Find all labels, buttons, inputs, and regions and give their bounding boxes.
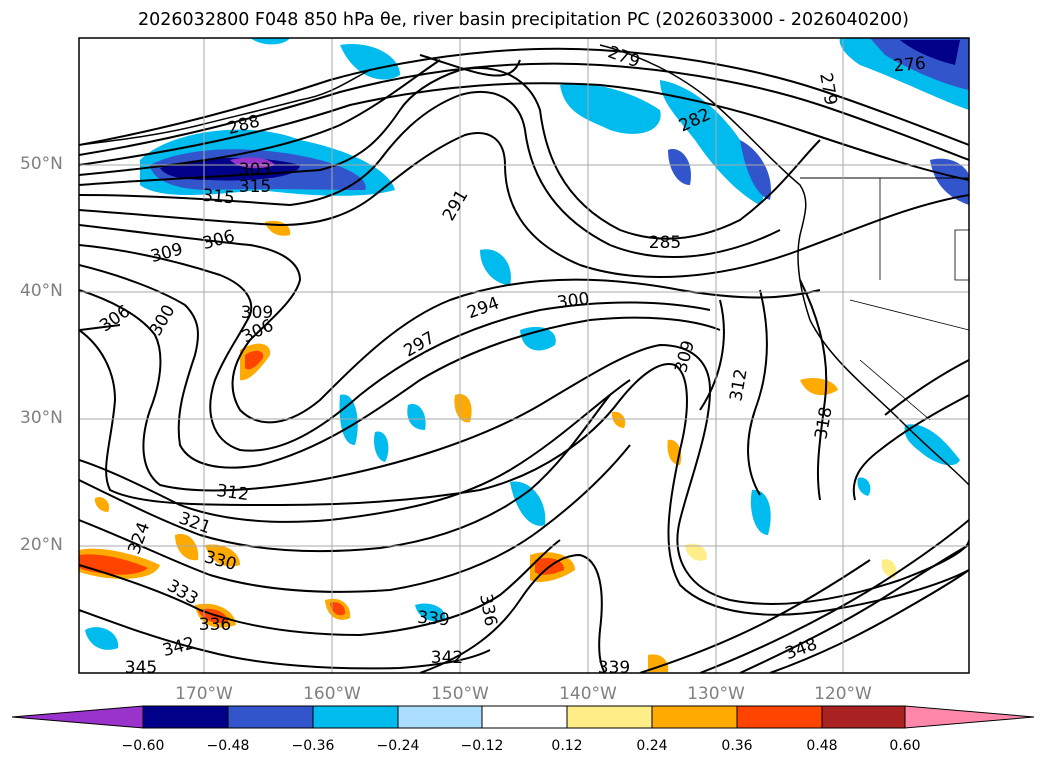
contour-label: 345 xyxy=(125,658,157,678)
colorbar-tick-label: 0.12 xyxy=(551,738,583,754)
contour-label: 309 xyxy=(241,303,273,323)
contour-label: 339 xyxy=(598,658,630,678)
contour-label: 315 xyxy=(239,177,271,197)
contour-label: 312 xyxy=(215,481,250,505)
colorbar xyxy=(11,705,1035,729)
lon-label: 160°W xyxy=(303,684,361,704)
contour-label: 336 xyxy=(199,615,231,635)
colorbar-over-arrow xyxy=(904,705,1035,729)
lon-label: 130°W xyxy=(687,684,745,704)
lat-label: 20°N xyxy=(20,535,63,555)
contour-label: 285 xyxy=(649,233,681,253)
chart-title: 2026032800 F048 850 hPa θe, river basin … xyxy=(138,10,909,30)
lon-label: 120°W xyxy=(814,684,872,704)
contour-label: 339 xyxy=(416,608,450,631)
lat-label: 40°N xyxy=(20,281,63,301)
graticule xyxy=(79,38,969,673)
contour-label: 342 xyxy=(431,648,463,668)
lon-label: 170°W xyxy=(175,684,233,704)
lon-label: 150°W xyxy=(431,684,489,704)
map-frame xyxy=(78,37,970,674)
colorbar-tick-label: −0.60 xyxy=(121,738,165,754)
colorbar-tick-label: −0.12 xyxy=(460,738,504,754)
colorbar-bin xyxy=(312,705,399,729)
colorbar-tick-label: 0.48 xyxy=(806,738,838,754)
colorbar-tick-label: 0.36 xyxy=(721,738,753,754)
colorbar-bin xyxy=(397,705,483,729)
colorbar-under-arrow xyxy=(11,705,144,729)
colorbar-bin xyxy=(821,705,906,729)
colorbar-tick-label: −0.48 xyxy=(206,738,250,754)
colorbar-bin xyxy=(736,705,823,729)
contour-label: 300 xyxy=(556,289,591,313)
colorbar-bin xyxy=(227,705,314,729)
colorbar-bin xyxy=(142,705,229,729)
contour-label: 315 xyxy=(201,186,235,209)
lat-label: 50°N xyxy=(20,154,63,174)
lon-label: 140°W xyxy=(559,684,617,704)
contour-label: 276 xyxy=(893,54,927,77)
colorbar-tick-label: 0.60 xyxy=(889,738,921,754)
lat-label: 30°N xyxy=(20,408,63,428)
colorbar-bin xyxy=(481,705,568,729)
colorbar-bin xyxy=(566,705,653,729)
colorbar-bin xyxy=(651,705,738,729)
colorbar-tick-label: −0.36 xyxy=(291,738,335,754)
colorbar-tick-label: 0.24 xyxy=(636,738,668,754)
contour-label: 303 xyxy=(239,160,271,180)
colorbar-tick-label: −0.24 xyxy=(376,738,420,754)
